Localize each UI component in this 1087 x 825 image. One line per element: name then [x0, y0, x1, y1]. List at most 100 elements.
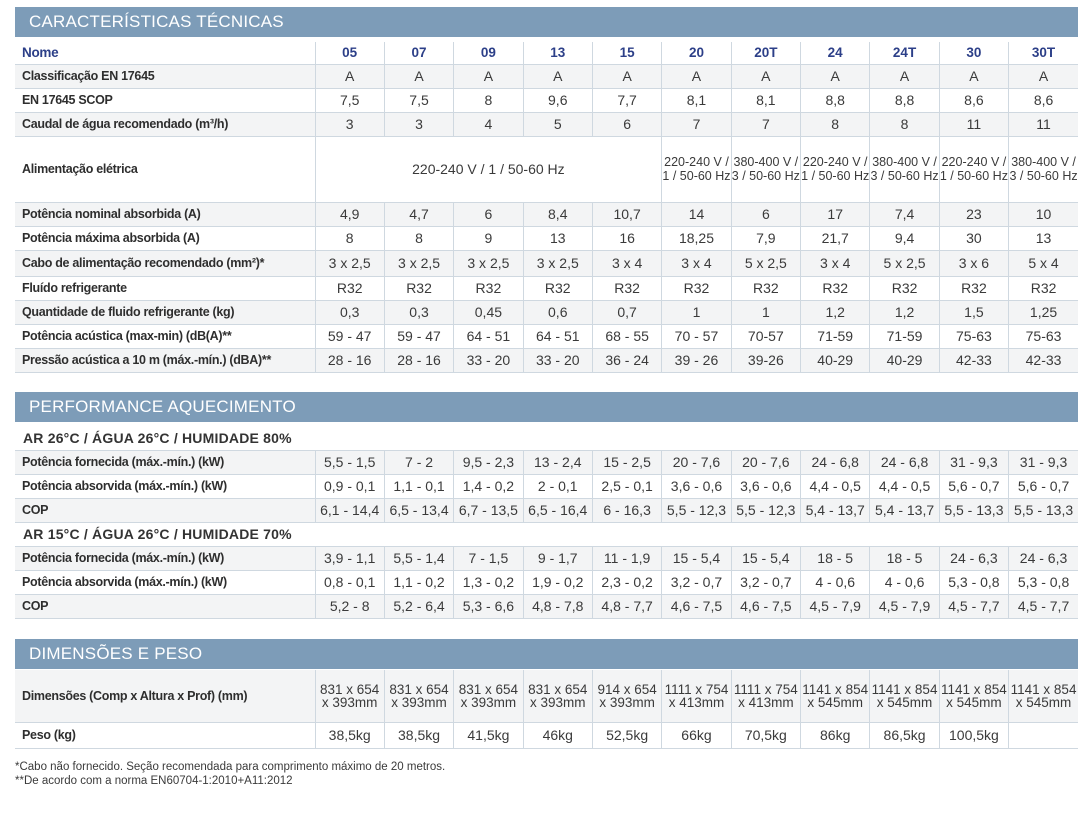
heat-row: COP 6,1 - 14,4 6,5 - 13,4 6,7 - 13,5 6,5 - 1… [15, 498, 1078, 523]
cell-value: R32 [591, 276, 662, 301]
cell-value: 9,6 [522, 88, 593, 113]
cell-value: 24 - 6,3 [1008, 546, 1078, 571]
cell-value: 40-29 [869, 348, 940, 373]
cell-value: 5,5 - 13,3 [1008, 498, 1078, 523]
cell-value: 7 - 1,5 [453, 546, 524, 571]
cell-value: 24 - 6,3 [938, 546, 1009, 571]
cell-value: 31 - 9,3 [938, 450, 1009, 475]
cell-value: 1,3 - 0,2 [453, 570, 524, 595]
cell-value: 3 x 4 [591, 250, 662, 277]
tech-row: Potência acústica (max-min) (dB(A)** 59 -… [15, 324, 1078, 349]
cell-value: 36 - 24 [591, 348, 662, 373]
cell-value: 24T [869, 42, 940, 65]
row-label: Alimentação elétrica [15, 136, 315, 203]
cell-value: 4,7 [383, 202, 454, 227]
cell-value: 28 - 16 [383, 348, 454, 373]
cell-value: 64 - 51 [522, 324, 593, 349]
cell-value: 20 - 7,6 [661, 450, 732, 475]
cell-value: 5,5 - 12,3 [661, 498, 732, 523]
cell-value: 3 x 6 [938, 250, 1009, 277]
cell-value: 2 - 0,1 [522, 474, 593, 499]
cell-value: 38,5kg [383, 722, 454, 749]
row-label: Pressão acústica a 10 m (máx.-mín.) (dBA… [15, 348, 315, 373]
cell-value: 7,7 [591, 88, 662, 113]
cell-value: 8,1 [730, 88, 801, 113]
heat-row: Potência absorvida (máx.-mín.) (kW) 0,9 -… [15, 474, 1078, 499]
cell-value: 17 [800, 202, 870, 227]
cell-value: 70-57 [730, 324, 801, 349]
cell-value: R32 [453, 276, 524, 301]
cell-value: 15 - 5,4 [661, 546, 732, 571]
cell-value: 14 [661, 202, 732, 227]
cell-value: 3,2 - 0,7 [661, 570, 732, 595]
cell-value: 86kg [800, 722, 870, 749]
cell-value: 4 - 0,6 [800, 570, 870, 595]
cell-value: 4 - 0,6 [869, 570, 940, 595]
cell-value: 23 [938, 202, 1009, 227]
cell-value: 4,9 [314, 202, 385, 227]
tech-row: Potência nominal absorbida (A) 4,9 4,7 6 8,4… [15, 202, 1078, 227]
cell-value: 07 [383, 42, 454, 65]
cell-value: 5,3 - 0,8 [1008, 570, 1078, 595]
cell-value: 18 - 5 [800, 546, 870, 571]
cell-value: 4,5 - 7,7 [938, 594, 1009, 619]
cell-value: A [1008, 64, 1078, 89]
cell-value: 7 [661, 112, 732, 137]
cell-empty [1008, 722, 1078, 749]
cell-value: 1,4 - 0,2 [453, 474, 524, 499]
cell-value: 3,6 - 0,6 [730, 474, 801, 499]
footnote-2: **De acordo com a norma EN60704-1:2010+A… [15, 775, 293, 787]
heat-table: AR 26°C / ÁGUA 26°C / HUMIDADE 80% Potênc… [15, 426, 1078, 619]
cell-value: 8,6 [1008, 88, 1078, 113]
cell-value: 220-240 V / 1 / 50-60 Hz [661, 136, 732, 203]
cell-value: 75-63 [938, 324, 1009, 349]
cell-value: A [800, 64, 870, 89]
cell-value: 66kg [661, 722, 732, 749]
cell-value: 2,5 - 0,1 [591, 474, 662, 499]
cell-value: 4,5 - 7,9 [869, 594, 940, 619]
cell-value: 1,25 [1008, 300, 1078, 325]
cell-value: 1 [730, 300, 801, 325]
cell-value: 3,9 - 1,1 [314, 546, 385, 571]
cell-value: 7,9 [730, 226, 801, 251]
cell-value: 1 [661, 300, 732, 325]
cell-value: 64 - 51 [453, 324, 524, 349]
cell-value: 5,2 - 6,4 [383, 594, 454, 619]
tech-row: Alimentação elétrica 220-240 V / 1 / 50-6… [15, 136, 1078, 203]
cell-value: 16 [591, 226, 662, 251]
cell-value: 30 [938, 226, 1009, 251]
cell-value: R32 [522, 276, 593, 301]
cell-value: 38,5kg [314, 722, 385, 749]
cell-value: R32 [730, 276, 801, 301]
cell-value: 100,5kg [938, 722, 1009, 749]
cell-value: 71-59 [869, 324, 940, 349]
cell-value: 59 - 47 [383, 324, 454, 349]
cell-value: 15 - 5,4 [730, 546, 801, 571]
cell-value: 7,5 [314, 88, 385, 113]
cell-value: 70 - 57 [661, 324, 732, 349]
cell-value: 8 [869, 112, 940, 137]
cell-value: 15 - 2,5 [591, 450, 662, 475]
section-header-heat: PERFORMANCE AQUECIMENTO [15, 392, 1078, 422]
cell-value: 24 [800, 42, 870, 65]
cell-value: R32 [1008, 276, 1078, 301]
cell-value: 8 [383, 226, 454, 251]
cell-value: 13 [522, 42, 593, 65]
cell-value: 11 [938, 112, 1009, 137]
section-header-dim: DIMENSÕES E PESO [15, 639, 1078, 669]
dim-table: Dimensões (Comp x Altura x Prof) (mm) 831… [15, 670, 1078, 749]
footnotes: *Cabo não fornecido. Seção recomendada p… [15, 760, 445, 788]
cell-value: 3 x 4 [800, 250, 870, 277]
cell-value: 3 x 4 [661, 250, 732, 277]
cell-value: 3 x 2,5 [453, 250, 524, 277]
cell-value: 05 [314, 42, 385, 65]
cell-value: 5,4 - 13,7 [869, 498, 940, 523]
row-label: Dimensões (Comp x Altura x Prof) (mm) [15, 670, 315, 723]
cell-value: 3,6 - 0,6 [661, 474, 732, 499]
cell-value: 21,7 [800, 226, 870, 251]
cell-value: 71-59 [800, 324, 870, 349]
cell-value: 86,5kg [869, 722, 940, 749]
cell-value: 5 x 4 [1008, 250, 1078, 277]
cell-value: A [453, 64, 524, 89]
cell-value: 1111 x 754 x 413mm [730, 670, 801, 723]
